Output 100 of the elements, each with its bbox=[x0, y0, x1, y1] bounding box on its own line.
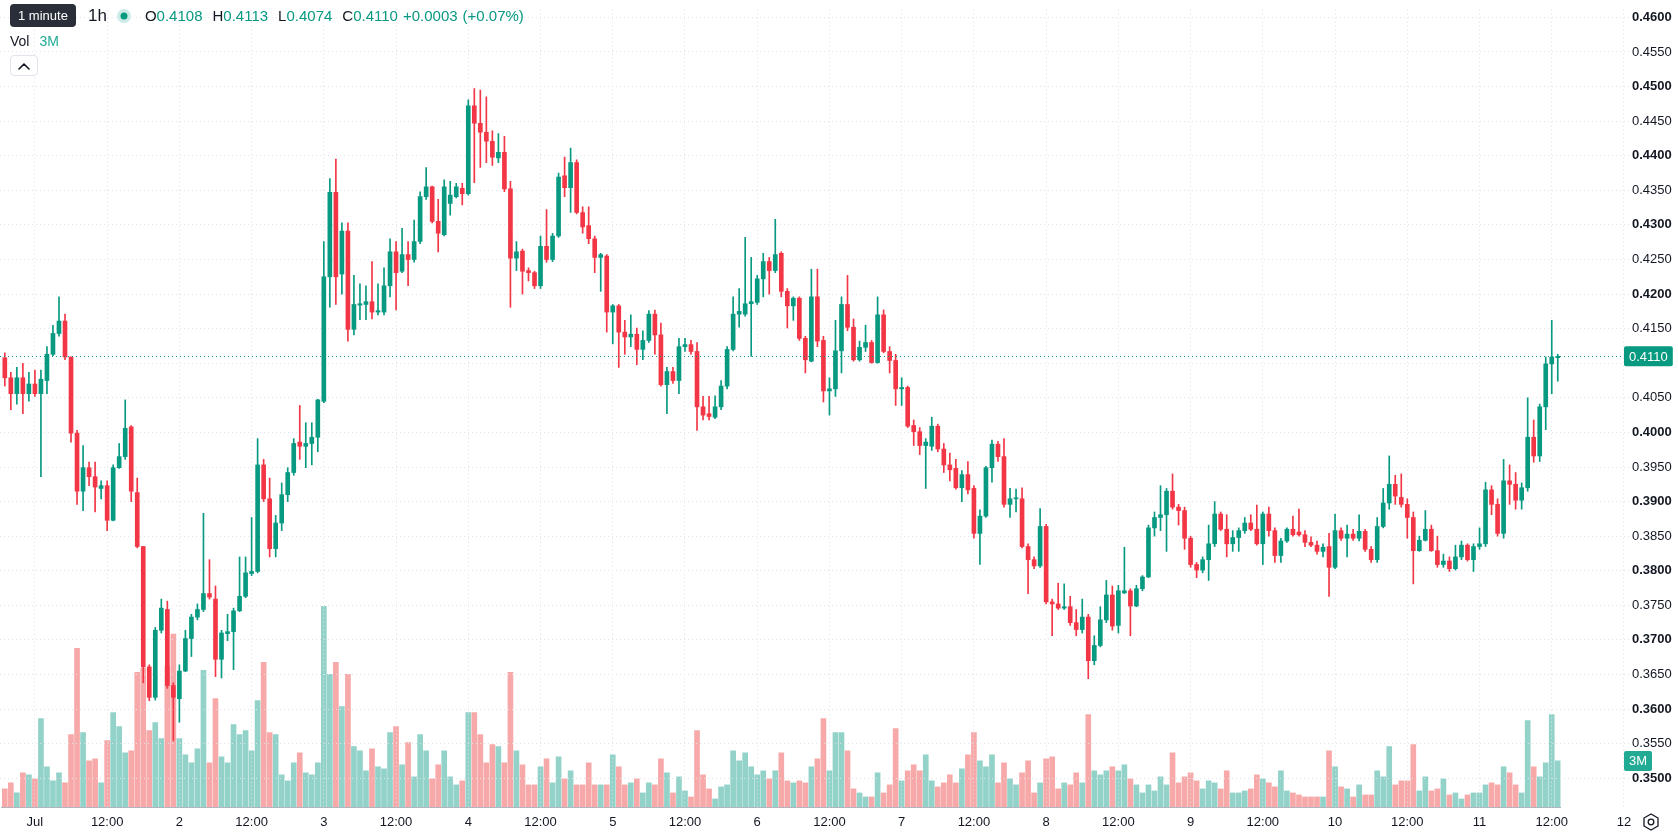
y-tick-label: 0.4150 bbox=[1632, 320, 1672, 336]
candlestick bbox=[598, 252, 604, 292]
bar bbox=[465, 712, 472, 807]
y-tick-label: 0.3500 bbox=[1632, 769, 1672, 785]
x-tick-label: 12:00 bbox=[1102, 814, 1135, 830]
bar bbox=[1320, 796, 1326, 807]
bar bbox=[1037, 782, 1043, 807]
y-tick-label: 0.3600 bbox=[1632, 700, 1672, 716]
candlestick bbox=[363, 285, 369, 320]
x-tick-label: 12:00 bbox=[235, 814, 268, 830]
bar bbox=[603, 784, 610, 807]
x-tick-label: 7 bbox=[898, 814, 906, 830]
candlestick bbox=[1344, 524, 1350, 558]
bar bbox=[296, 752, 303, 807]
bar bbox=[399, 764, 405, 807]
bar bbox=[1260, 778, 1266, 807]
bar bbox=[959, 768, 965, 807]
bar bbox=[898, 780, 905, 807]
bar bbox=[1344, 788, 1350, 807]
candlestick bbox=[622, 320, 628, 355]
y-tick-label: 0.4250 bbox=[1632, 251, 1672, 267]
y-tick-label: 0.3750 bbox=[1632, 596, 1672, 612]
bar bbox=[369, 748, 375, 807]
bar bbox=[634, 778, 640, 807]
y-tick-label: 0.4300 bbox=[1632, 216, 1672, 232]
bar bbox=[393, 726, 399, 807]
bar bbox=[1326, 750, 1332, 807]
bar bbox=[98, 782, 104, 807]
candlestick bbox=[1007, 488, 1013, 518]
x-tick-label: 12:00 bbox=[1246, 814, 1280, 830]
bar bbox=[1356, 784, 1362, 807]
y-tick-label: 0.3850 bbox=[1632, 527, 1672, 543]
x-tick-label: 12 bbox=[1616, 814, 1632, 830]
x-tick-label: 4 bbox=[464, 814, 472, 830]
x-tick-label: 12:00 bbox=[957, 814, 991, 830]
annotation: 3M bbox=[39, 33, 59, 49]
candlestick bbox=[682, 338, 688, 352]
chart-title: 1h bbox=[88, 6, 107, 26]
candlestick bbox=[1055, 582, 1061, 610]
y-tick-label: 0.4350 bbox=[1632, 181, 1672, 197]
candlestick bbox=[899, 377, 905, 406]
bar bbox=[32, 778, 38, 807]
bar bbox=[772, 770, 779, 807]
bar bbox=[1085, 714, 1092, 807]
bar bbox=[1079, 782, 1086, 807]
bar bbox=[1332, 766, 1338, 807]
candlestick bbox=[405, 241, 411, 287]
candlestick bbox=[1013, 488, 1019, 513]
y-tick-label: 0.3700 bbox=[1632, 631, 1672, 647]
candlestick bbox=[610, 304, 616, 345]
x-tick-label: 6 bbox=[753, 814, 761, 830]
bar bbox=[766, 778, 773, 807]
bar bbox=[664, 772, 670, 807]
y-tick-label: 0.3950 bbox=[1632, 458, 1672, 474]
ref-line-label: 0.4110 bbox=[1629, 348, 1668, 364]
bar bbox=[20, 772, 26, 807]
x-tick-label: 8 bbox=[1042, 814, 1050, 830]
y-tick-label: 0.4200 bbox=[1632, 285, 1672, 301]
annotation: 1 minute bbox=[18, 8, 68, 23]
candlestick bbox=[297, 405, 303, 460]
x-tick-label: 10 bbox=[1327, 814, 1343, 830]
y-tick-label: 0.3550 bbox=[1632, 735, 1672, 751]
y-tick-label: 0.3900 bbox=[1632, 493, 1672, 509]
candlestick bbox=[706, 396, 712, 421]
bar bbox=[405, 742, 411, 807]
x-tick-label: 3 bbox=[320, 814, 328, 830]
bar bbox=[627, 782, 634, 807]
bar bbox=[1338, 786, 1344, 807]
y-tick-label: 0.4050 bbox=[1632, 389, 1672, 405]
x-tick-label: 5 bbox=[609, 814, 617, 830]
y-tick-label: 0.4450 bbox=[1632, 112, 1672, 128]
bar bbox=[1061, 782, 1068, 807]
annotation: 3M bbox=[1629, 752, 1648, 768]
text: O0.4108 H0.4113 L0.4074 C0.4110 +0.0003 (+0.07%) bbox=[144, 7, 524, 24]
x-tick-label: Jul bbox=[26, 814, 44, 830]
x-tick-label: 12:00 bbox=[813, 814, 846, 830]
x-tick-label: 12:00 bbox=[1391, 814, 1424, 830]
bar bbox=[609, 754, 616, 807]
bar bbox=[670, 792, 676, 807]
x-tick-label: 2 bbox=[175, 814, 183, 830]
bar bbox=[597, 784, 604, 807]
y-tick-label: 0.4400 bbox=[1632, 147, 1672, 163]
y-tick-label: 0.4600 bbox=[1632, 8, 1672, 24]
bar bbox=[14, 792, 20, 807]
y-tick-label: 0.3650 bbox=[1632, 666, 1672, 682]
x-tick-label: 12:00 bbox=[1535, 814, 1569, 830]
bar bbox=[80, 732, 86, 807]
y-tick-label: 0.4500 bbox=[1632, 78, 1672, 94]
y-tick-label: 0.4550 bbox=[1632, 43, 1672, 59]
x-tick-label: 12:00 bbox=[524, 814, 557, 830]
candlestick bbox=[628, 314, 634, 347]
candlestick bbox=[1061, 583, 1067, 610]
bar bbox=[459, 780, 466, 807]
bar bbox=[1350, 796, 1356, 807]
bar bbox=[345, 674, 351, 807]
x-tick-label: 12:00 bbox=[90, 814, 124, 830]
x-tick-label: 12:00 bbox=[379, 814, 413, 830]
x-tick-label: 11 bbox=[1472, 814, 1487, 830]
bar bbox=[104, 740, 110, 807]
y-tick-label: 0.4000 bbox=[1632, 424, 1672, 439]
